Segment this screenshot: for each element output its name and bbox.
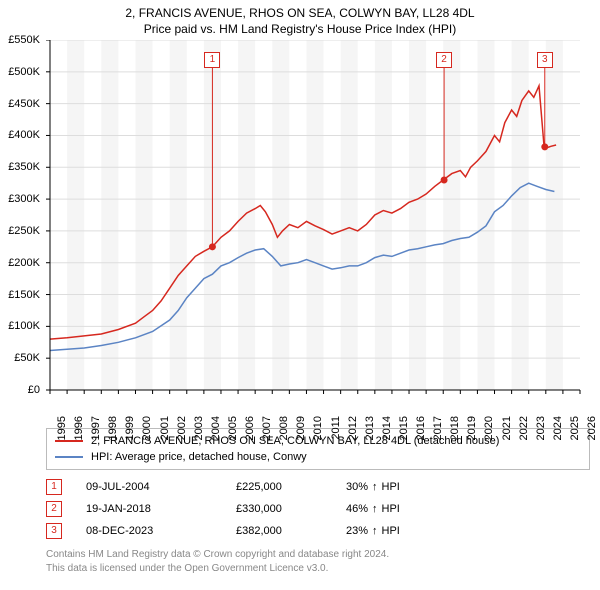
sale-marker-3: 3 xyxy=(537,52,553,68)
x-tick-label: 2022 xyxy=(518,416,530,440)
sale-row: 2 19-JAN-2018£330,00046%↑HPI xyxy=(46,498,590,520)
footer-line1: Contains HM Land Registry data © Crown c… xyxy=(46,548,590,562)
sale-row-price: £330,000 xyxy=(236,498,346,520)
sale-row-marker: 2 xyxy=(46,501,62,517)
sale-row-diff-pct: 23% xyxy=(346,520,368,542)
y-tick-label: £150K xyxy=(0,289,40,301)
sale-row-diff: 46%↑HPI xyxy=(346,498,400,520)
arrow-up-icon: ↑ xyxy=(372,476,378,498)
x-tick-label: 1995 xyxy=(56,416,68,440)
y-tick-label: £0 xyxy=(0,384,40,396)
sale-row-marker: 1 xyxy=(46,479,62,495)
legend-label: HPI: Average price, detached house, Conw… xyxy=(91,449,307,465)
sale-row-date: 19-JAN-2018 xyxy=(86,498,236,520)
x-tick-label: 2019 xyxy=(467,416,479,440)
x-tick-label: 2002 xyxy=(176,416,188,440)
y-tick-label: £200K xyxy=(0,257,40,269)
x-tick-label: 2026 xyxy=(586,416,598,440)
y-tick-label: £350K xyxy=(0,161,40,173)
y-tick-label: £100K xyxy=(0,320,40,332)
sales-table: 109-JUL-2004£225,00030%↑HPI219-JAN-2018£… xyxy=(46,476,590,542)
y-tick-label: £550K xyxy=(0,34,40,46)
sale-row-price: £225,000 xyxy=(236,476,346,498)
sale-row-diff-suffix: HPI xyxy=(382,498,400,520)
x-tick-label: 2000 xyxy=(142,416,154,440)
x-tick-label: 2015 xyxy=(398,416,410,440)
sale-marker-1: 1 xyxy=(204,52,220,68)
arrow-up-icon: ↑ xyxy=(372,498,378,520)
x-tick-label: 2003 xyxy=(193,416,205,440)
x-tick-label: 2007 xyxy=(261,416,273,440)
sale-row-diff-suffix: HPI xyxy=(382,520,400,542)
sale-row-price: £382,000 xyxy=(236,520,346,542)
x-tick-label: 2023 xyxy=(535,416,547,440)
x-tick-label: 2020 xyxy=(484,416,496,440)
x-tick-label: 2017 xyxy=(432,416,444,440)
x-tick-label: 2024 xyxy=(552,416,564,440)
x-tick-label: 2013 xyxy=(364,416,376,440)
chart-subtitle: Price paid vs. HM Land Registry's House … xyxy=(0,22,600,36)
chart-svg xyxy=(45,40,590,420)
footer-line2: This data is licensed under the Open Gov… xyxy=(46,562,590,576)
legend-item: HPI: Average price, detached house, Conw… xyxy=(55,449,581,465)
x-tick-label: 2005 xyxy=(227,416,239,440)
y-tick-label: £500K xyxy=(0,66,40,78)
sale-row: 3 08-DEC-2023£382,00023%↑HPI xyxy=(46,520,590,542)
legend-swatch xyxy=(55,456,83,458)
sale-row-diff: 23%↑HPI xyxy=(346,520,400,542)
y-tick-label: £50K xyxy=(0,352,40,364)
x-tick-label: 2014 xyxy=(381,416,393,440)
y-tick-label: £400K xyxy=(0,129,40,141)
x-tick-label: 2004 xyxy=(210,416,222,440)
sale-row-diff-pct: 46% xyxy=(346,498,368,520)
x-tick-label: 2006 xyxy=(244,416,256,440)
x-tick-label: 2008 xyxy=(278,416,290,440)
x-tick-label: 1997 xyxy=(90,416,102,440)
x-tick-label: 2018 xyxy=(449,416,461,440)
x-tick-label: 1998 xyxy=(108,416,120,440)
x-tick-label: 2011 xyxy=(329,416,341,440)
y-tick-label: £300K xyxy=(0,193,40,205)
sale-row-diff-pct: 30% xyxy=(346,476,368,498)
sale-row-date: 09-JUL-2004 xyxy=(86,476,236,498)
sale-row-diff: 30%↑HPI xyxy=(346,476,400,498)
arrow-up-icon: ↑ xyxy=(372,520,378,542)
y-tick-label: £450K xyxy=(0,98,40,110)
footer-attribution: Contains HM Land Registry data © Crown c… xyxy=(46,548,590,576)
chart-title: 2, FRANCIS AVENUE, RHOS ON SEA, COLWYN B… xyxy=(0,6,600,20)
x-tick-label: 1996 xyxy=(73,416,85,440)
x-tick-label: 2012 xyxy=(347,416,359,440)
x-tick-label: 2001 xyxy=(159,416,171,440)
sale-row: 1 09-JUL-2004£225,00030%↑HPI xyxy=(46,476,590,498)
chart-area: £0£50K£100K£150K£200K£250K£300K£350K£400… xyxy=(45,40,590,420)
x-tick-label: 2025 xyxy=(569,416,581,440)
sale-row-marker: 3 xyxy=(46,523,62,539)
x-tick-label: 2016 xyxy=(415,416,427,440)
x-tick-label: 2010 xyxy=(313,416,325,440)
y-tick-label: £250K xyxy=(0,225,40,237)
sale-marker-2: 2 xyxy=(436,52,452,68)
sale-row-date: 08-DEC-2023 xyxy=(86,520,236,542)
x-tick-label: 2021 xyxy=(501,416,513,440)
x-tick-label: 2009 xyxy=(296,416,308,440)
sale-row-diff-suffix: HPI xyxy=(382,476,400,498)
x-tick-label: 1999 xyxy=(125,416,137,440)
